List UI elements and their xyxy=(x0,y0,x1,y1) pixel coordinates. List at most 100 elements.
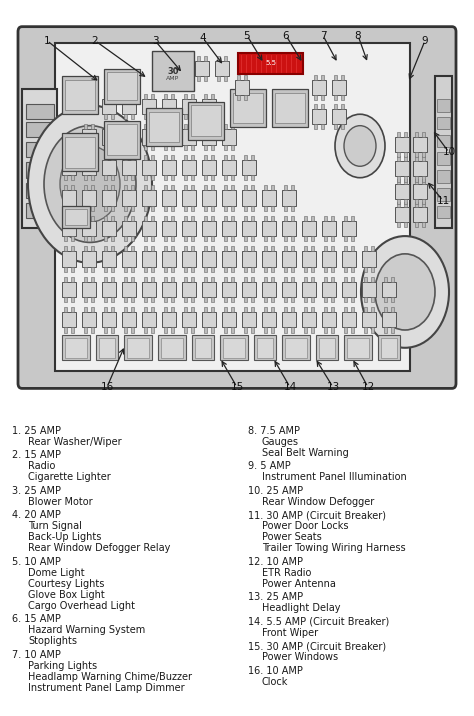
Bar xyxy=(382,312,396,327)
Bar xyxy=(142,251,156,266)
Bar xyxy=(291,185,294,190)
Bar xyxy=(264,246,267,251)
Circle shape xyxy=(375,254,435,330)
Bar xyxy=(171,327,174,332)
Bar xyxy=(65,209,87,225)
Bar xyxy=(422,202,425,207)
Bar xyxy=(244,266,247,271)
Bar xyxy=(151,216,154,221)
Bar xyxy=(351,266,354,271)
Bar xyxy=(344,327,347,332)
Bar xyxy=(217,76,220,81)
Bar xyxy=(251,175,254,180)
Bar xyxy=(324,297,327,302)
Bar xyxy=(324,216,327,221)
Bar xyxy=(102,160,116,175)
Bar xyxy=(397,179,400,184)
Bar xyxy=(107,125,137,155)
Bar xyxy=(311,266,314,271)
Bar xyxy=(151,115,154,120)
Bar xyxy=(84,205,87,211)
Bar xyxy=(164,125,167,130)
Bar xyxy=(111,155,114,160)
Bar xyxy=(131,246,134,251)
Bar xyxy=(242,190,256,205)
Bar xyxy=(422,132,425,137)
Bar xyxy=(124,307,127,312)
Text: Glove Box Light: Glove Box Light xyxy=(28,590,105,600)
Text: Parking Lights: Parking Lights xyxy=(28,661,97,671)
Bar xyxy=(284,236,287,241)
Bar xyxy=(111,205,114,211)
Bar xyxy=(102,251,116,266)
Bar xyxy=(311,307,314,312)
Bar xyxy=(371,246,374,251)
Bar xyxy=(222,160,236,175)
Text: Power Antenna: Power Antenna xyxy=(262,579,336,589)
Bar xyxy=(131,155,134,160)
Bar xyxy=(191,276,194,282)
Text: Instrument Panel Lamp Dimmer: Instrument Panel Lamp Dimmer xyxy=(28,683,185,693)
Bar xyxy=(71,236,74,241)
Bar xyxy=(244,185,247,190)
Text: 6. 15 AMP: 6. 15 AMP xyxy=(12,614,61,624)
Bar xyxy=(62,190,76,205)
Bar xyxy=(344,266,347,271)
Bar xyxy=(91,205,94,211)
Bar xyxy=(131,266,134,271)
Bar xyxy=(144,94,147,99)
Bar xyxy=(171,94,174,99)
FancyBboxPatch shape xyxy=(18,26,456,388)
Bar xyxy=(164,216,167,221)
Circle shape xyxy=(344,126,376,166)
Text: 12: 12 xyxy=(361,382,374,392)
Bar xyxy=(82,251,96,266)
Bar xyxy=(222,190,236,205)
Bar xyxy=(302,251,316,266)
Bar xyxy=(271,236,274,241)
Bar xyxy=(282,282,296,297)
Bar xyxy=(71,297,74,302)
Bar xyxy=(102,99,116,115)
Bar xyxy=(122,160,136,175)
Bar xyxy=(342,282,356,297)
Bar xyxy=(342,312,356,327)
Bar xyxy=(162,312,176,327)
Bar xyxy=(71,205,74,211)
Bar xyxy=(122,99,136,115)
Bar xyxy=(142,282,156,297)
Bar xyxy=(144,276,147,282)
Bar xyxy=(262,221,276,236)
Bar xyxy=(314,75,317,80)
Bar xyxy=(251,307,254,312)
Bar xyxy=(311,276,314,282)
Bar xyxy=(62,160,76,175)
Bar xyxy=(104,236,107,241)
Bar xyxy=(371,327,374,332)
Bar xyxy=(312,80,326,95)
Bar xyxy=(124,115,127,120)
Bar xyxy=(435,76,452,228)
Bar xyxy=(122,251,136,266)
Bar xyxy=(344,335,372,360)
Text: Blower Motor: Blower Motor xyxy=(28,497,92,507)
Bar xyxy=(284,246,287,251)
Bar xyxy=(84,266,87,271)
Bar xyxy=(204,56,207,61)
Bar xyxy=(62,76,98,115)
Text: 5: 5 xyxy=(244,31,250,41)
Bar xyxy=(397,156,400,161)
Bar xyxy=(251,155,254,160)
Bar xyxy=(415,199,418,204)
Bar xyxy=(223,338,245,358)
Bar xyxy=(191,94,194,99)
Bar xyxy=(164,236,167,241)
Bar xyxy=(334,95,337,100)
Bar xyxy=(65,338,87,358)
Bar xyxy=(397,222,400,227)
Bar xyxy=(184,125,187,130)
Bar xyxy=(191,216,194,221)
Text: 30: 30 xyxy=(167,67,179,76)
Bar xyxy=(244,155,247,160)
Bar xyxy=(124,335,152,360)
